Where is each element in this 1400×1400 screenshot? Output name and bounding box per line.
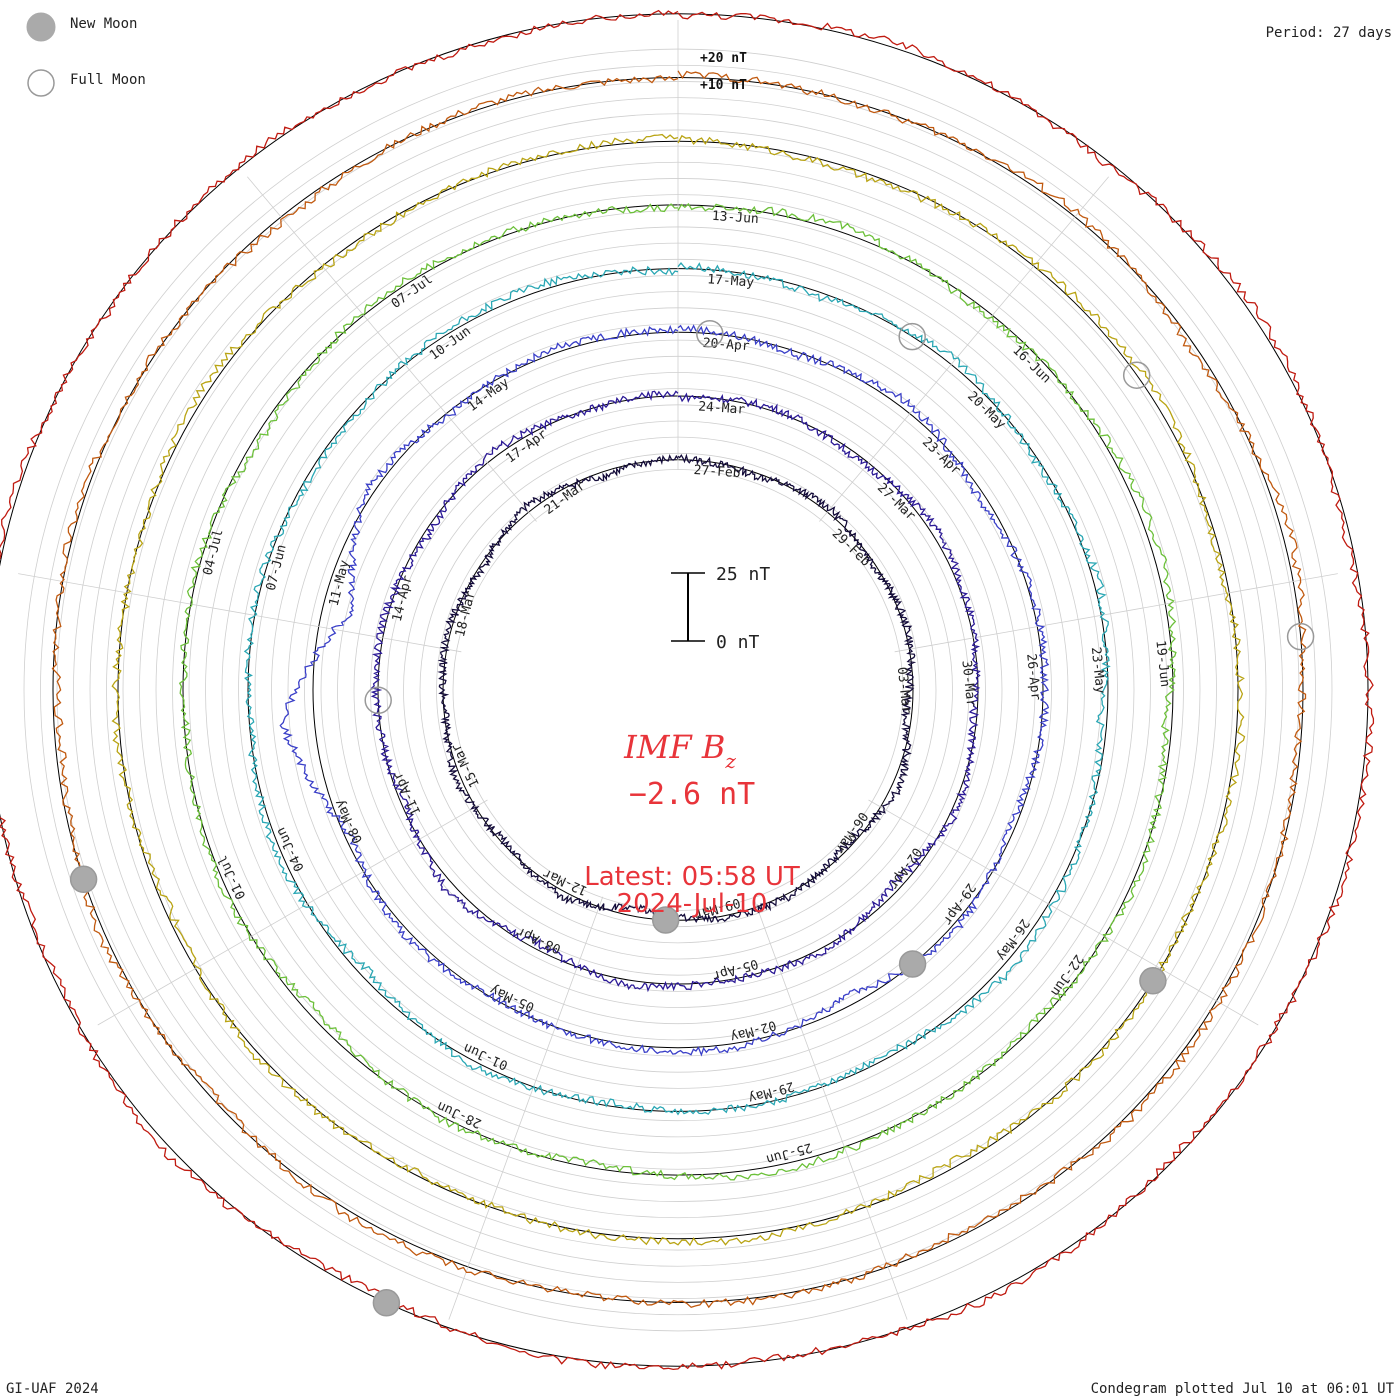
current-value: −2.6 nT [629, 777, 755, 812]
full-moon-marker [1286, 622, 1315, 651]
new-moon-icon [26, 12, 56, 42]
latest-time: Latest: 05:58 UT [584, 862, 800, 892]
date-label: 26-May [993, 916, 1032, 963]
grid-layer [0, 13, 1369, 1367]
rotation-trace-1 [370, 390, 981, 993]
full-moon-marker [696, 319, 724, 348]
radial-spoke [868, 799, 1259, 1026]
date-label: 03-Mar [894, 666, 914, 714]
new-moon-marker [1139, 967, 1167, 995]
new-moon-marker [651, 906, 680, 934]
radial-spoke [448, 896, 604, 1320]
grid-ring [436, 452, 920, 928]
date-label: 20-Apr [702, 336, 750, 354]
date-label: 02-Apr [885, 844, 924, 891]
date-label: 26-Apr [1023, 653, 1043, 701]
radial-spoke [819, 176, 1109, 522]
latest-date: 2024-Jul-10 [617, 889, 768, 919]
new-moon-marker [69, 865, 98, 894]
date-label: 22-Jun [1047, 951, 1086, 998]
scale-bar-top-label: 25 nT [716, 564, 770, 585]
credit-label: GI-UAF 2024 [6, 1381, 99, 1397]
period-label: Period: 27 days [1266, 25, 1392, 41]
date-label: 08-May [332, 797, 366, 846]
full-moon-marker [1122, 361, 1151, 389]
legend: New Moon Full Moon [26, 12, 146, 97]
scale-bar: 25 nT 0 nT [671, 564, 770, 653]
rotation-trace-6 [51, 70, 1307, 1309]
date-label: 06-Mar [832, 809, 871, 856]
date-label: 04-Jun [274, 825, 308, 874]
date-label: 20-May [964, 389, 1008, 433]
new-moon-marker [898, 950, 927, 978]
date-label: 01-Jul [215, 853, 249, 902]
date-label: 15-Mar [449, 741, 483, 790]
date-label: 27-Feb [693, 463, 741, 481]
rotation-trace-3 [243, 261, 1111, 1116]
radial-spoke [894, 573, 1338, 653]
chart-title-subscript: z [724, 749, 736, 773]
date-label: 19-Jun [1152, 640, 1172, 688]
date-label: 14-Apr [390, 574, 416, 623]
date-label: 11-May [327, 558, 353, 607]
scale-bar-bottom-label: 0 nT [716, 632, 760, 653]
date-label: 24-Mar [698, 399, 746, 417]
rotation-trace-7 [0, 9, 1375, 1371]
full-moon-icon [27, 69, 55, 97]
ring-offset-label-20: +20 nT [700, 51, 747, 66]
rotation-trace-4 [178, 202, 1177, 1181]
legend-full-moon-label: Full Moon [70, 72, 146, 88]
radial-spoke [97, 799, 488, 1026]
legend-new-moon-label: New Moon [70, 16, 137, 32]
radial-spoke [18, 573, 462, 653]
date-label: 23-May [1088, 646, 1108, 694]
date-label: 30-Mar [958, 660, 978, 708]
date-label: 11-Apr [390, 769, 424, 818]
date-label: 04-Jul [201, 528, 227, 577]
date-label: 12-Mar [541, 865, 590, 898]
radial-spoke [247, 176, 537, 522]
plotted-label: Condegram plotted Jul 10 at 06:01 UT [1091, 1381, 1395, 1397]
date-label: 17-May [707, 272, 755, 290]
rotation-trace-2 [279, 324, 1050, 1057]
radial-spoke [752, 896, 908, 1320]
full-moon-marker [898, 322, 926, 351]
chart-title-main: IMF B [623, 728, 725, 766]
chart-title: IMF Bz [623, 728, 736, 773]
rotation-trace-5 [111, 133, 1246, 1247]
date-label: 08-Apr [514, 923, 563, 956]
date-label: 23-Apr [919, 435, 963, 479]
ring-offset-label-10: +10 nT [700, 78, 747, 93]
date-label: 13-Jun [711, 209, 759, 227]
full-moon-marker [364, 686, 392, 715]
new-moon-marker [372, 1289, 401, 1317]
